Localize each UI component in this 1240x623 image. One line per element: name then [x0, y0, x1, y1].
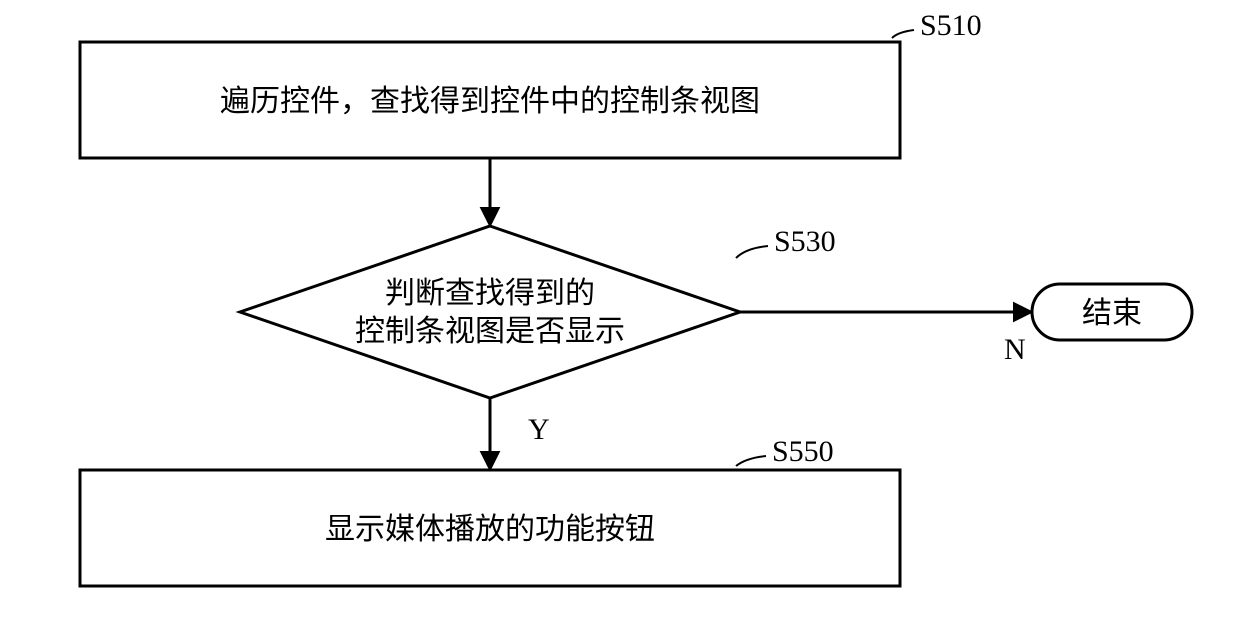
- flow-node-end: 结束: [1032, 284, 1192, 340]
- flow-edge-s530-s550: Y: [490, 398, 550, 470]
- step-label-s550: S550: [772, 435, 834, 468]
- node-text-s550: 显示媒体播放的功能按钮: [325, 513, 655, 546]
- node-text-s510: 遍历控件，查找得到控件中的控制条视图: [220, 85, 760, 118]
- flow-edge-s530-end: N: [740, 312, 1032, 366]
- edge-label-Y: Y: [528, 413, 550, 446]
- flow-node-s510: 遍历控件，查找得到控件中的控制条视图 S510: [80, 9, 982, 158]
- step-label-s510: S510: [920, 9, 982, 42]
- node-text-s530-line0: 判断查找得到的: [385, 277, 595, 310]
- edge-label-N: N: [1004, 333, 1026, 366]
- step-label-s530: S530: [774, 225, 836, 258]
- node-text-s530-line1: 控制条视图是否显示: [355, 315, 625, 348]
- node-text-end: 结束: [1082, 297, 1142, 330]
